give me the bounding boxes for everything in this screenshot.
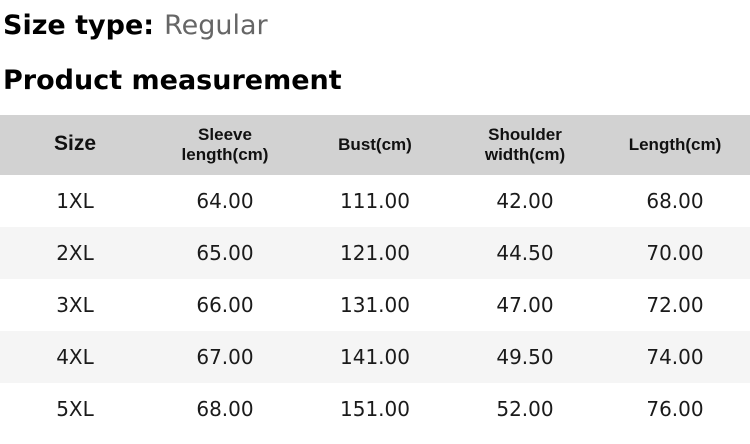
measurement-cell: 66.00 <box>196 292 254 317</box>
measurement-cell: 72.00 <box>646 292 704 317</box>
table-row-3xl: 3XL 66.00 131.00 47.00 72.00 <box>0 278 750 331</box>
section-title: Product measurement <box>3 65 342 97</box>
table-row-5xl: 5XL 68.00 151.00 52.00 76.00 <box>0 382 750 435</box>
measurement-cell: 64.00 <box>196 188 254 213</box>
measurement-table: Size Sleeve length(cm) Bust(cm) Shoulder… <box>0 114 750 435</box>
size-type-value: Regular <box>164 10 268 41</box>
measurement-cell: 67.00 <box>196 344 254 369</box>
size-cell: 4XL <box>56 344 94 369</box>
measurement-cell: 42.00 <box>496 188 554 213</box>
column-header-size: Size <box>53 132 97 156</box>
column-header-length: Length(cm) <box>628 134 722 154</box>
measurement-cell: 131.00 <box>340 292 410 317</box>
measurement-table-header: Size Sleeve length(cm) Bust(cm) Shoulder… <box>0 114 750 175</box>
measurement-cell: 52.00 <box>496 396 554 421</box>
measurement-cell: 151.00 <box>340 396 410 421</box>
measurement-cell: 74.00 <box>646 344 704 369</box>
size-type-heading: Size type: Regular <box>3 10 750 42</box>
measurement-cell: 70.00 <box>646 240 704 265</box>
size-cell: 2XL <box>56 240 94 265</box>
column-header-shoulder-width: Shoulder width(cm) <box>484 124 566 164</box>
column-header-bust: Bust(cm) <box>338 134 412 154</box>
measurement-cell: 44.50 <box>496 240 554 265</box>
size-cell: 3XL <box>56 292 94 317</box>
measurement-cell: 76.00 <box>646 396 704 421</box>
table-row-1xl: 1XL 64.00 111.00 42.00 68.00 <box>0 174 750 227</box>
measurement-cell: 121.00 <box>340 240 410 265</box>
size-type-label: Size type: <box>3 10 155 41</box>
size-cell: 1XL <box>56 188 94 213</box>
measurement-cell: 47.00 <box>496 292 554 317</box>
measurement-table-body: 1XL 64.00 111.00 42.00 68.00 2XL 65.00 1… <box>0 174 750 435</box>
table-row-4xl: 4XL 67.00 141.00 49.50 74.00 <box>0 330 750 383</box>
measurement-cell: 141.00 <box>340 344 410 369</box>
header-row: Size Sleeve length(cm) Bust(cm) Shoulder… <box>0 114 750 175</box>
measurement-cell: 49.50 <box>496 344 554 369</box>
measurement-cell: 111.00 <box>340 188 410 213</box>
measurement-cell: 65.00 <box>196 240 254 265</box>
measurement-cell: 68.00 <box>646 188 704 213</box>
measurement-cell: 68.00 <box>196 396 254 421</box>
column-header-sleeve-length: Sleeve length(cm) <box>181 124 269 164</box>
table-row-2xl: 2XL 65.00 121.00 44.50 70.00 <box>0 226 750 279</box>
size-cell: 5XL <box>56 396 94 421</box>
